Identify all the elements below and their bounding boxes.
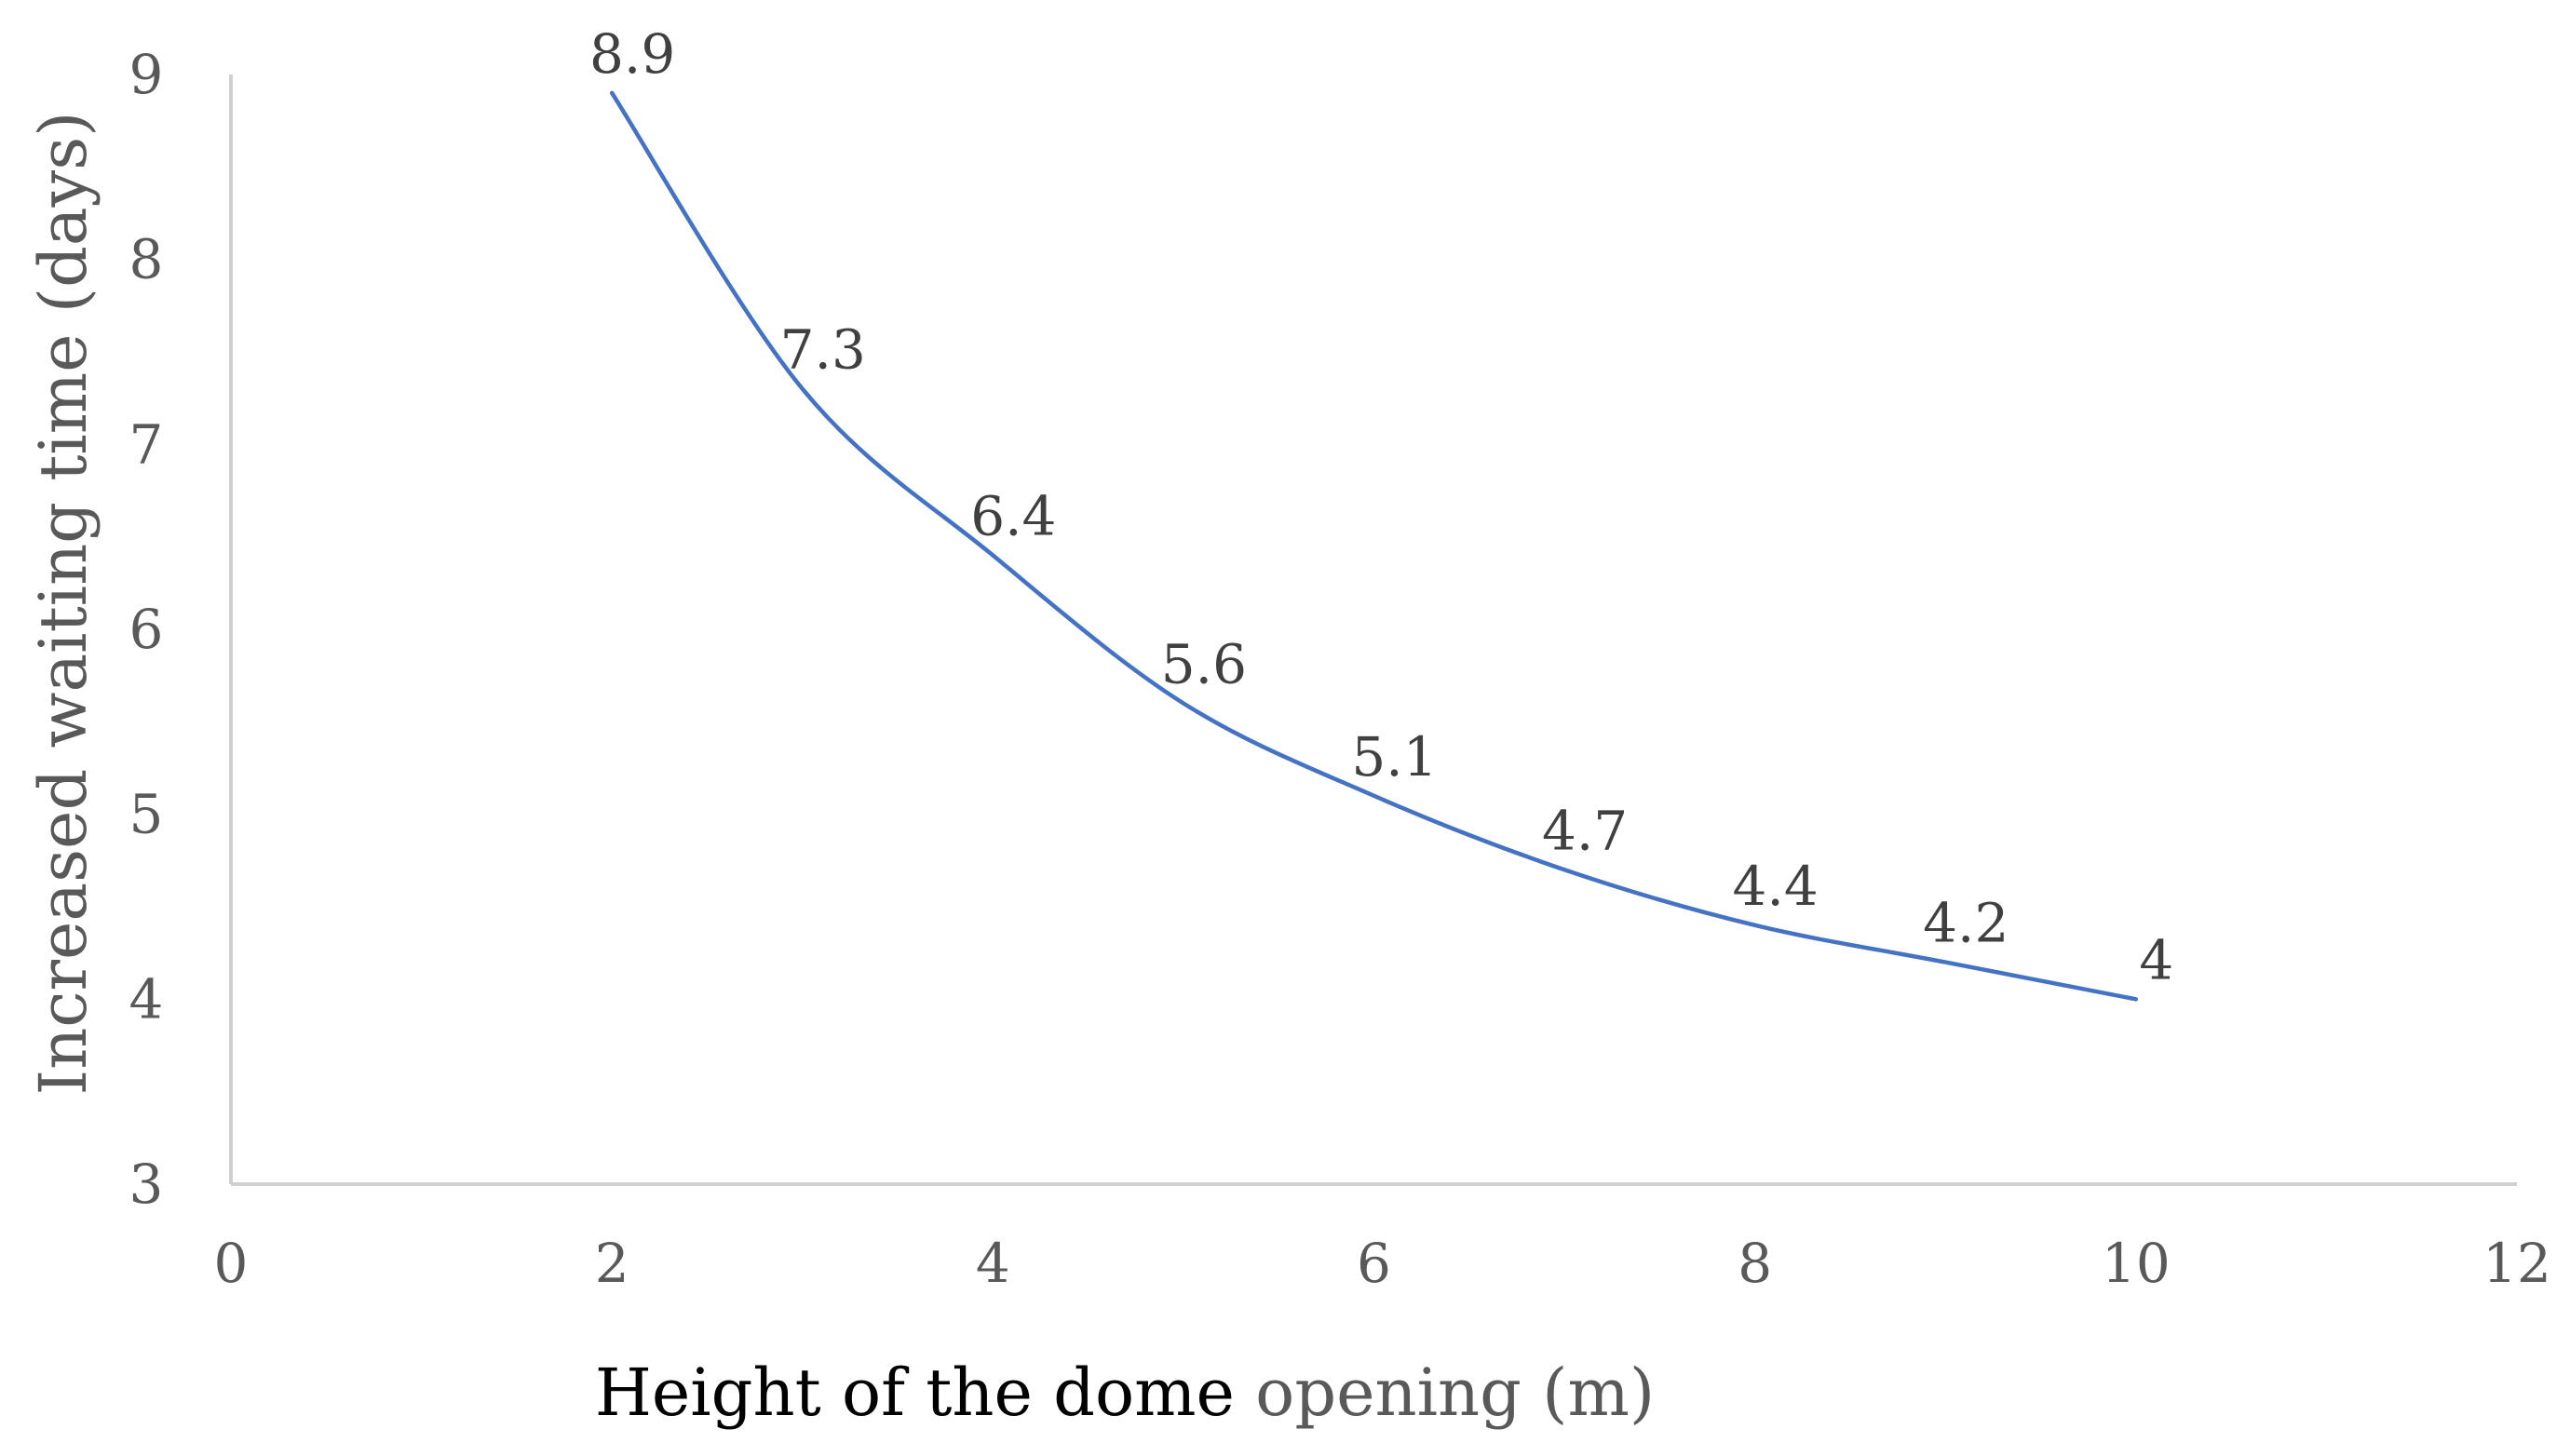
x-axis-title: Height of the dome opening (m) <box>595 1355 1655 1431</box>
data-labels: 8.9 7.3 6.4 5.6 5.1 4.7 4.4 4.2 4 <box>589 22 2173 991</box>
x-axis-title-part1: Height of the dome <box>595 1355 1235 1431</box>
data-label: 8.9 <box>589 22 675 86</box>
x-tick-label: 4 <box>976 1232 1010 1295</box>
x-tick-label: 0 <box>214 1232 249 1295</box>
x-axis-title-part2: opening (m) <box>1255 1355 1655 1431</box>
y-tick-label: 6 <box>129 598 164 661</box>
y-tick-label: 3 <box>129 1153 164 1216</box>
axes <box>229 74 2517 1186</box>
x-tick-label: 2 <box>595 1232 629 1295</box>
data-label: 7.3 <box>780 318 866 382</box>
data-label: 5.6 <box>1161 632 1247 695</box>
x-axis-title-space <box>1235 1355 1255 1431</box>
y-tick-label: 5 <box>129 783 164 846</box>
y-axis-title: Increased waiting time (days) <box>25 112 101 1096</box>
x-tick-label: 10 <box>2102 1232 2171 1295</box>
x-tick-label: 12 <box>2482 1232 2551 1295</box>
y-tick-label: 7 <box>129 412 164 476</box>
y-tick-label: 8 <box>129 228 164 291</box>
series-line <box>609 90 2139 1002</box>
y-tick-labels: 3 4 5 6 7 8 9 <box>129 43 164 1216</box>
data-label: 4 <box>2139 928 2173 991</box>
data-label: 4.7 <box>1542 799 1628 862</box>
data-label: 4.2 <box>1923 892 2009 955</box>
x-tick-label: 8 <box>1738 1232 1772 1295</box>
x-tick-label: 6 <box>1357 1232 1391 1295</box>
y-tick-label: 9 <box>129 43 164 106</box>
data-label: 4.4 <box>1733 855 1819 918</box>
x-tick-labels: 0 2 4 6 8 10 12 <box>214 1232 2551 1295</box>
data-label: 5.1 <box>1351 725 1437 789</box>
y-tick-label: 4 <box>129 967 164 1031</box>
data-label: 6.4 <box>970 485 1056 548</box>
